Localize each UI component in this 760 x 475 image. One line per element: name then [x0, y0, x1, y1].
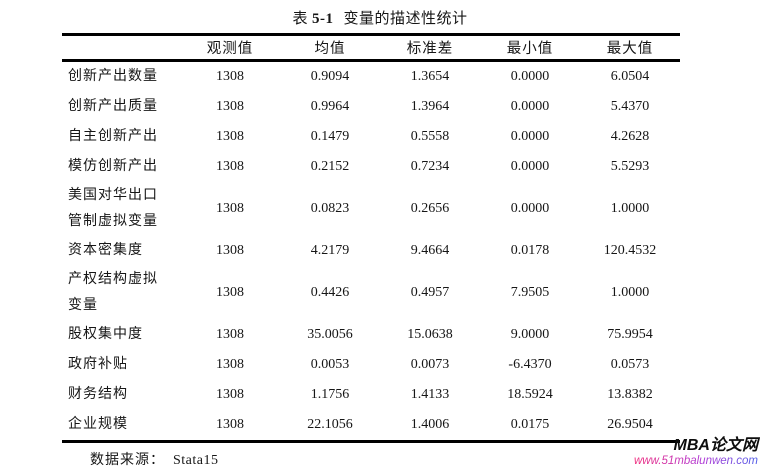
cell-min: 7.9505 [510, 285, 550, 300]
watermark-site-url: www.51mbalunwen.com [633, 454, 758, 467]
table-title-prefix: 表 [292, 11, 308, 27]
cell-mean: 0.9964 [310, 99, 350, 114]
row-label: 政府补贴 [68, 357, 128, 372]
cell-stddev: 1.4006 [410, 417, 450, 432]
cell-max: 120.4532 [603, 243, 657, 258]
cell-mean: 22.1056 [307, 417, 353, 432]
cell-observations: 1308 [216, 69, 244, 84]
table-row: 资本密集度 1308 4.2179 9.4664 0.0178 120.4532 [62, 236, 680, 266]
table-title-text: 变量的描述性统计 [343, 11, 468, 27]
cell-observations: 1308 [216, 129, 244, 144]
cell-stddev: 0.0073 [410, 357, 450, 372]
cell-mean: 4.2179 [310, 243, 350, 258]
table-row: 自主创新产出 1308 0.1479 0.5558 0.0000 4.2628 [62, 122, 680, 152]
cell-observations: 1308 [216, 159, 244, 174]
col-header-mean: 均值 [314, 41, 346, 57]
cell-observations: 1308 [216, 417, 244, 432]
cell-min: 0.0178 [510, 243, 550, 258]
cell-max: 5.4370 [610, 99, 650, 114]
table-row: 政府补贴 1308 0.0053 0.0073 -6.4370 0.0573 [62, 350, 680, 380]
col-header-stddev: 标准差 [406, 41, 454, 57]
cell-min: 9.0000 [510, 327, 550, 342]
cell-observations: 1308 [216, 243, 244, 258]
table-row: 产权结构虚拟 变量 1308 0.4426 0.4957 7.9505 1.000… [62, 266, 680, 320]
row-label: 产权结构虚拟 变量 [68, 272, 158, 313]
row-label: 企业规模 [68, 417, 128, 432]
col-header-min: 最小值 [506, 41, 554, 57]
cell-observations: 1308 [216, 387, 244, 402]
cell-max: 5.5293 [610, 159, 650, 174]
row-label: 财务结构 [68, 387, 128, 402]
cell-stddev: 0.7234 [410, 159, 450, 174]
cell-mean: 0.9094 [310, 69, 350, 84]
cell-mean: 0.2152 [310, 159, 350, 174]
cell-stddev: 1.3964 [410, 99, 450, 114]
row-label: 自主创新产出 [68, 129, 158, 144]
table-row: 模仿创新产出 1308 0.2152 0.7234 0.0000 5.5293 [62, 152, 680, 182]
cell-mean: 0.0053 [310, 357, 350, 372]
table-row: 创新产出数量 1308 0.9094 1.3654 0.0000 6.0504 [62, 62, 680, 92]
cell-stddev: 0.2656 [410, 201, 450, 216]
cell-observations: 1308 [216, 201, 244, 216]
row-label: 创新产出数量 [68, 69, 158, 84]
cell-max: 1.0000 [610, 285, 650, 300]
cell-min: 0.0175 [510, 417, 550, 432]
descriptive-stats-table: 观测值 均值 标准差 最小值 最大值 创新产出数量 1308 0.9094 1.… [62, 33, 680, 443]
cell-min: 0.0000 [510, 99, 550, 114]
data-source-label: 数据来源： [90, 453, 165, 468]
cell-stddev: 15.0638 [407, 327, 453, 342]
col-header-max: 最大值 [606, 41, 654, 57]
cell-observations: 1308 [216, 357, 244, 372]
cell-min: 0.0000 [510, 69, 550, 84]
row-label: 股权集中度 [68, 327, 143, 342]
cell-stddev: 0.5558 [410, 129, 450, 144]
cell-max: 13.8382 [607, 387, 653, 402]
table-row: 企业规模 1308 22.1056 1.4006 0.0175 26.9504 [62, 410, 680, 440]
cell-max: 4.2628 [610, 129, 650, 144]
data-source-note: 数据来源： Stata15 [90, 449, 219, 469]
cell-observations: 1308 [216, 285, 244, 300]
cell-mean: 0.4426 [310, 285, 350, 300]
cell-max: 75.9954 [607, 327, 653, 342]
cell-stddev: 1.3654 [410, 69, 450, 84]
cell-max: 1.0000 [610, 201, 650, 216]
row-label: 模仿创新产出 [68, 159, 158, 174]
data-source-value: Stata15 [173, 453, 219, 468]
cell-mean: 35.0056 [307, 327, 353, 342]
table-row: 创新产出质量 1308 0.9964 1.3964 0.0000 5.4370 [62, 92, 680, 122]
watermark-site-name: MBA论文网 [673, 437, 758, 454]
table-row: 股权集中度 1308 35.0056 15.0638 9.0000 75.995… [62, 320, 680, 350]
cell-stddev: 0.4957 [410, 285, 450, 300]
cell-stddev: 1.4133 [410, 387, 450, 402]
cell-max: 0.0573 [610, 357, 650, 372]
watermark: MBA论文网 www.51mbalunwen.com [634, 437, 758, 467]
cell-max: 26.9504 [607, 417, 653, 432]
table-row: 财务结构 1308 1.1756 1.4133 18.5924 13.8382 [62, 380, 680, 410]
cell-mean: 0.0823 [310, 201, 350, 216]
cell-stddev: 9.4664 [410, 243, 450, 258]
cell-max: 6.0504 [610, 69, 650, 84]
cell-mean: 1.1756 [310, 387, 350, 402]
col-header-observations: 观测值 [206, 41, 254, 57]
table-title: 表 5-1 变量的描述性统计 [0, 7, 760, 28]
cell-min: 0.0000 [510, 129, 550, 144]
row-label: 资本密集度 [68, 243, 143, 258]
cell-min: 0.0000 [510, 201, 550, 216]
table-row: 美国对华出口 管制虚拟变量 1308 0.0823 0.2656 0.0000 1… [62, 182, 680, 236]
cell-min: -6.4370 [508, 357, 552, 372]
table-body: 创新产出数量 1308 0.9094 1.3654 0.0000 6.0504 … [62, 62, 680, 440]
row-label: 美国对华出口 管制虚拟变量 [68, 188, 158, 229]
cell-mean: 0.1479 [310, 129, 350, 144]
cell-min: 0.0000 [510, 159, 550, 174]
cell-min: 18.5924 [507, 387, 553, 402]
cell-observations: 1308 [216, 99, 244, 114]
cell-observations: 1308 [216, 327, 244, 342]
table-title-number: 5-1 [312, 11, 334, 27]
table-header-row: 观测值 均值 标准差 最小值 最大值 [62, 36, 680, 62]
row-label: 创新产出质量 [68, 99, 158, 114]
